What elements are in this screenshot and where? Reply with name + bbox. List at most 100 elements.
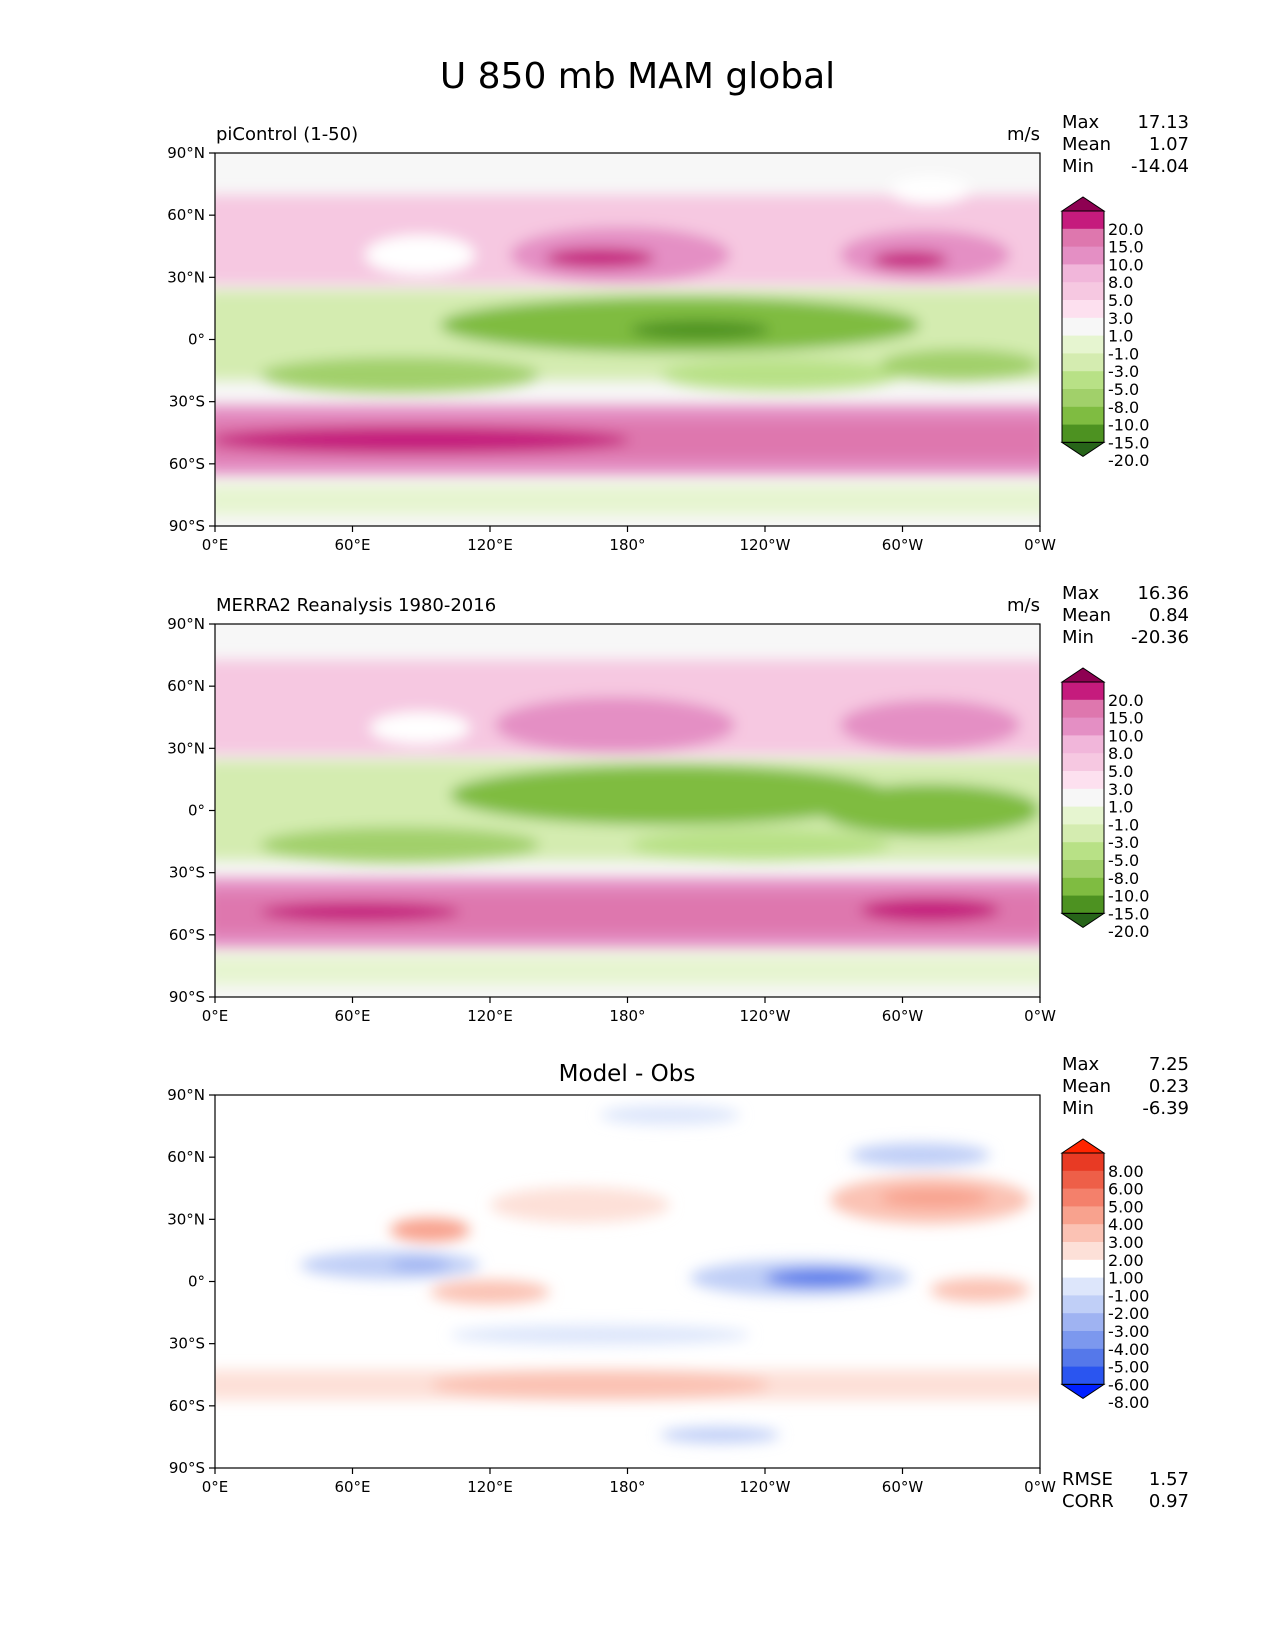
panel-3-pos-south-pacific — [430, 1370, 770, 1400]
x-tick-label: 0°E — [202, 536, 229, 554]
panel-1-jet-north-pacific-core — [545, 248, 655, 268]
colorbar-label: -3.00 — [1108, 1322, 1149, 1341]
colorbar-segment — [1062, 788, 1104, 808]
panel-3-pos-asia — [390, 1218, 470, 1242]
panel-1-trade-wind-sh-indian — [260, 357, 540, 393]
colorbar-label: -8.00 — [1108, 1393, 1149, 1412]
panel-2-title: MERRA2 Reanalysis 1980-2016 — [216, 595, 496, 616]
dynamic-layer: 0°E 60°E 120°E 180° 120°W 60°W 0°W 90°N 60°N 30°N… — [167, 112, 1189, 1512]
panel-1-colorbar: 20.015.010.08.05.03.01.0-1.0-3.0-5.0-8.0… — [1060, 196, 1149, 470]
x-tick-label: 60°E — [334, 536, 370, 554]
colorbar-segment — [1062, 682, 1104, 701]
footer-stat-label: RMSE — [1062, 1469, 1113, 1490]
y-tick-label: 30°N — [167, 268, 205, 286]
y-tick-label: 90°S — [169, 988, 205, 1006]
panel-1-trade-wind-sh-pacific — [660, 359, 900, 391]
colorbar-segment — [1062, 246, 1104, 265]
figure-title: U 850 mb MAM global — [439, 56, 836, 97]
colorbar-extend-max — [1060, 1138, 1106, 1154]
colorbar-segment — [1062, 1188, 1104, 1207]
stat-value: -14.04 — [1131, 156, 1189, 177]
colorbar-label: 20.0 — [1108, 220, 1144, 239]
panel-2-trade-wind-sh-pacific — [630, 829, 890, 861]
panel-3-map — [215, 1095, 1040, 1468]
panel-2-colorbar: 20.015.010.08.05.03.01.0-1.0-3.0-5.0-8.0… — [1060, 667, 1149, 941]
x-tick-label: 0°W — [1024, 1478, 1056, 1496]
colorbar-segment — [1062, 806, 1104, 825]
panel-1-units: m/s — [1007, 124, 1040, 145]
colorbar-segment — [1062, 371, 1104, 390]
panel-1-greenland-gap — [890, 176, 970, 204]
y-tick-label: 90°S — [169, 1459, 205, 1477]
panel-1-tibet-gap — [365, 235, 475, 275]
stat-label: Min — [1062, 156, 1094, 177]
panel-1-decorations: 0°E 60°E 120°E 180° 120°W 60°W 0°W 90°N 60°N 30°N… — [167, 112, 1189, 554]
colorbar-segment — [1062, 771, 1104, 790]
y-tick-label: 30°S — [169, 864, 205, 882]
colorbar-segment — [1062, 1313, 1104, 1332]
panel-3-title: Model - Obs — [559, 1061, 696, 1087]
panel-2: MERRA2 Reanalysis 1980-2016 m/s — [214, 595, 1041, 998]
colorbar-segment — [1062, 335, 1104, 354]
stat-label: Mean — [1062, 605, 1111, 626]
panel-2-decorations: 0°E 60°E 120°E 180° 120°W 60°W 0°W 90°N 60°N 30°N… — [167, 583, 1189, 1025]
colorbar-label: 8.00 — [1108, 1162, 1144, 1181]
panel-2-units: m/s — [1007, 595, 1040, 616]
y-tick-label: 90°N — [167, 1086, 205, 1104]
colorbar-segment — [1062, 717, 1104, 736]
colorbar-label: 1.0 — [1108, 798, 1133, 817]
panel-3-neg-arctic — [600, 1105, 740, 1125]
colorbar-label: -5.0 — [1108, 851, 1139, 870]
y-tick-label: 0° — [188, 1273, 205, 1291]
colorbar-segment — [1062, 424, 1104, 443]
panel-2-tibet-gap — [370, 712, 470, 744]
x-tick-label: 0°E — [202, 1478, 229, 1496]
panel-1-sh-jet-max — [215, 426, 630, 454]
x-tick-label: 180° — [609, 1007, 645, 1025]
colorbar-label: 2.00 — [1108, 1251, 1144, 1270]
panel-1: piControl (1-50) m/s — [214, 124, 1041, 527]
colorbar-segment — [1062, 1224, 1104, 1243]
colorbar-label: -2.00 — [1108, 1304, 1149, 1323]
stat-label: Max — [1062, 583, 1100, 604]
colorbar-label: 15.0 — [1108, 238, 1144, 257]
x-tick-label: 180° — [609, 536, 645, 554]
colorbar-label: 5.0 — [1108, 762, 1133, 781]
panel-1-trade-wind-pacific-core — [630, 320, 770, 340]
colorbar-segment — [1062, 282, 1104, 301]
colorbar-outline — [1061, 681, 1105, 914]
colorbar-segment — [1062, 1366, 1104, 1385]
y-tick-label: 90°S — [169, 517, 205, 535]
colorbar-segment — [1062, 895, 1104, 914]
colorbar-extend-max — [1060, 667, 1106, 683]
colorbar-segment — [1062, 735, 1104, 754]
colorbar-extend-min — [1060, 441, 1106, 458]
colorbar-label: -4.00 — [1108, 1340, 1149, 1359]
y-tick-label: 90°N — [167, 144, 205, 162]
panel-3: Model - Obs — [214, 1061, 1041, 1469]
colorbar-segment — [1062, 1331, 1104, 1350]
colorbar-label: 20.0 — [1108, 691, 1144, 710]
colorbar-label: 8.0 — [1108, 273, 1133, 292]
stat-value: 16.36 — [1137, 583, 1189, 604]
stat-value: 17.13 — [1137, 112, 1189, 133]
stat-label: Min — [1062, 627, 1094, 648]
colorbar-segment — [1062, 1170, 1104, 1190]
colorbar-segment — [1062, 300, 1104, 319]
colorbar-segment — [1062, 264, 1104, 283]
stat-value: 0.84 — [1149, 605, 1189, 626]
panel-2-antarctic-easterly — [215, 955, 1040, 985]
colorbar-label: -5.00 — [1108, 1358, 1149, 1377]
colorbar-outline — [1061, 210, 1105, 443]
x-tick-label: 120°E — [467, 1007, 513, 1025]
panel-2-jet-north-atlantic — [840, 700, 1020, 750]
colorbar-segment — [1062, 1153, 1104, 1172]
stat-label: Mean — [1062, 1076, 1111, 1097]
colorbar-segment — [1062, 1277, 1104, 1296]
stat-value: -6.39 — [1142, 1098, 1189, 1119]
colorbar-label: 3.0 — [1108, 309, 1133, 328]
panel-3-colorbar: 8.006.005.004.003.002.001.00-1.00-2.00-3… — [1060, 1138, 1149, 1412]
colorbar-label: -15.0 — [1108, 433, 1149, 452]
colorbar-label: -1.0 — [1108, 815, 1139, 834]
